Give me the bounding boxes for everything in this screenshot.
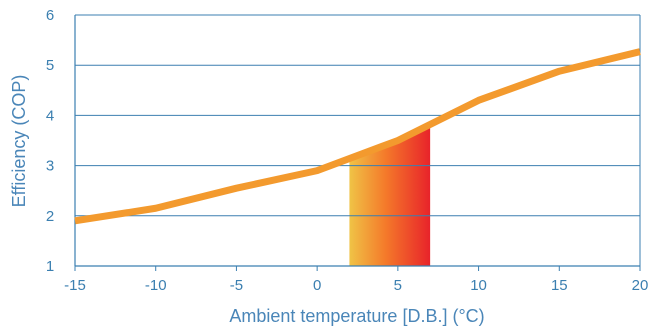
- y-tick-label: 6: [46, 7, 54, 24]
- y-tick-label: 4: [46, 107, 54, 124]
- x-tick-label: 15: [551, 277, 568, 294]
- axis-layer: [74, 15, 641, 271]
- x-tick-label: -5: [230, 277, 243, 294]
- y-tick-label: 5: [46, 57, 54, 74]
- x-tick-label: 20: [632, 277, 649, 294]
- y-tick-label: 3: [46, 158, 54, 175]
- highlight-band: [349, 124, 431, 266]
- x-axis-title: Ambient temperature [D.B.] (°C): [229, 306, 484, 326]
- series-line: [74, 48, 641, 225]
- x-tick-label: -10: [145, 277, 167, 294]
- x-tick-label: 5: [394, 277, 402, 294]
- highlight-band-layer: [349, 124, 431, 266]
- y-tick-label: 1: [46, 258, 54, 275]
- x-tick-label: 10: [470, 277, 487, 294]
- x-tick-label: -15: [64, 277, 86, 294]
- x-tick-label: 0: [313, 277, 321, 294]
- y-tick-label: 2: [46, 208, 54, 225]
- tick-label-layer: 1 2 3 4 5 6 -15 -10 -5 0 5 10 15 20: [46, 7, 649, 294]
- grid-layer: [75, 14, 640, 217]
- y-axis-title: Efficiency (COP): [9, 75, 29, 208]
- series-layer: [74, 48, 641, 225]
